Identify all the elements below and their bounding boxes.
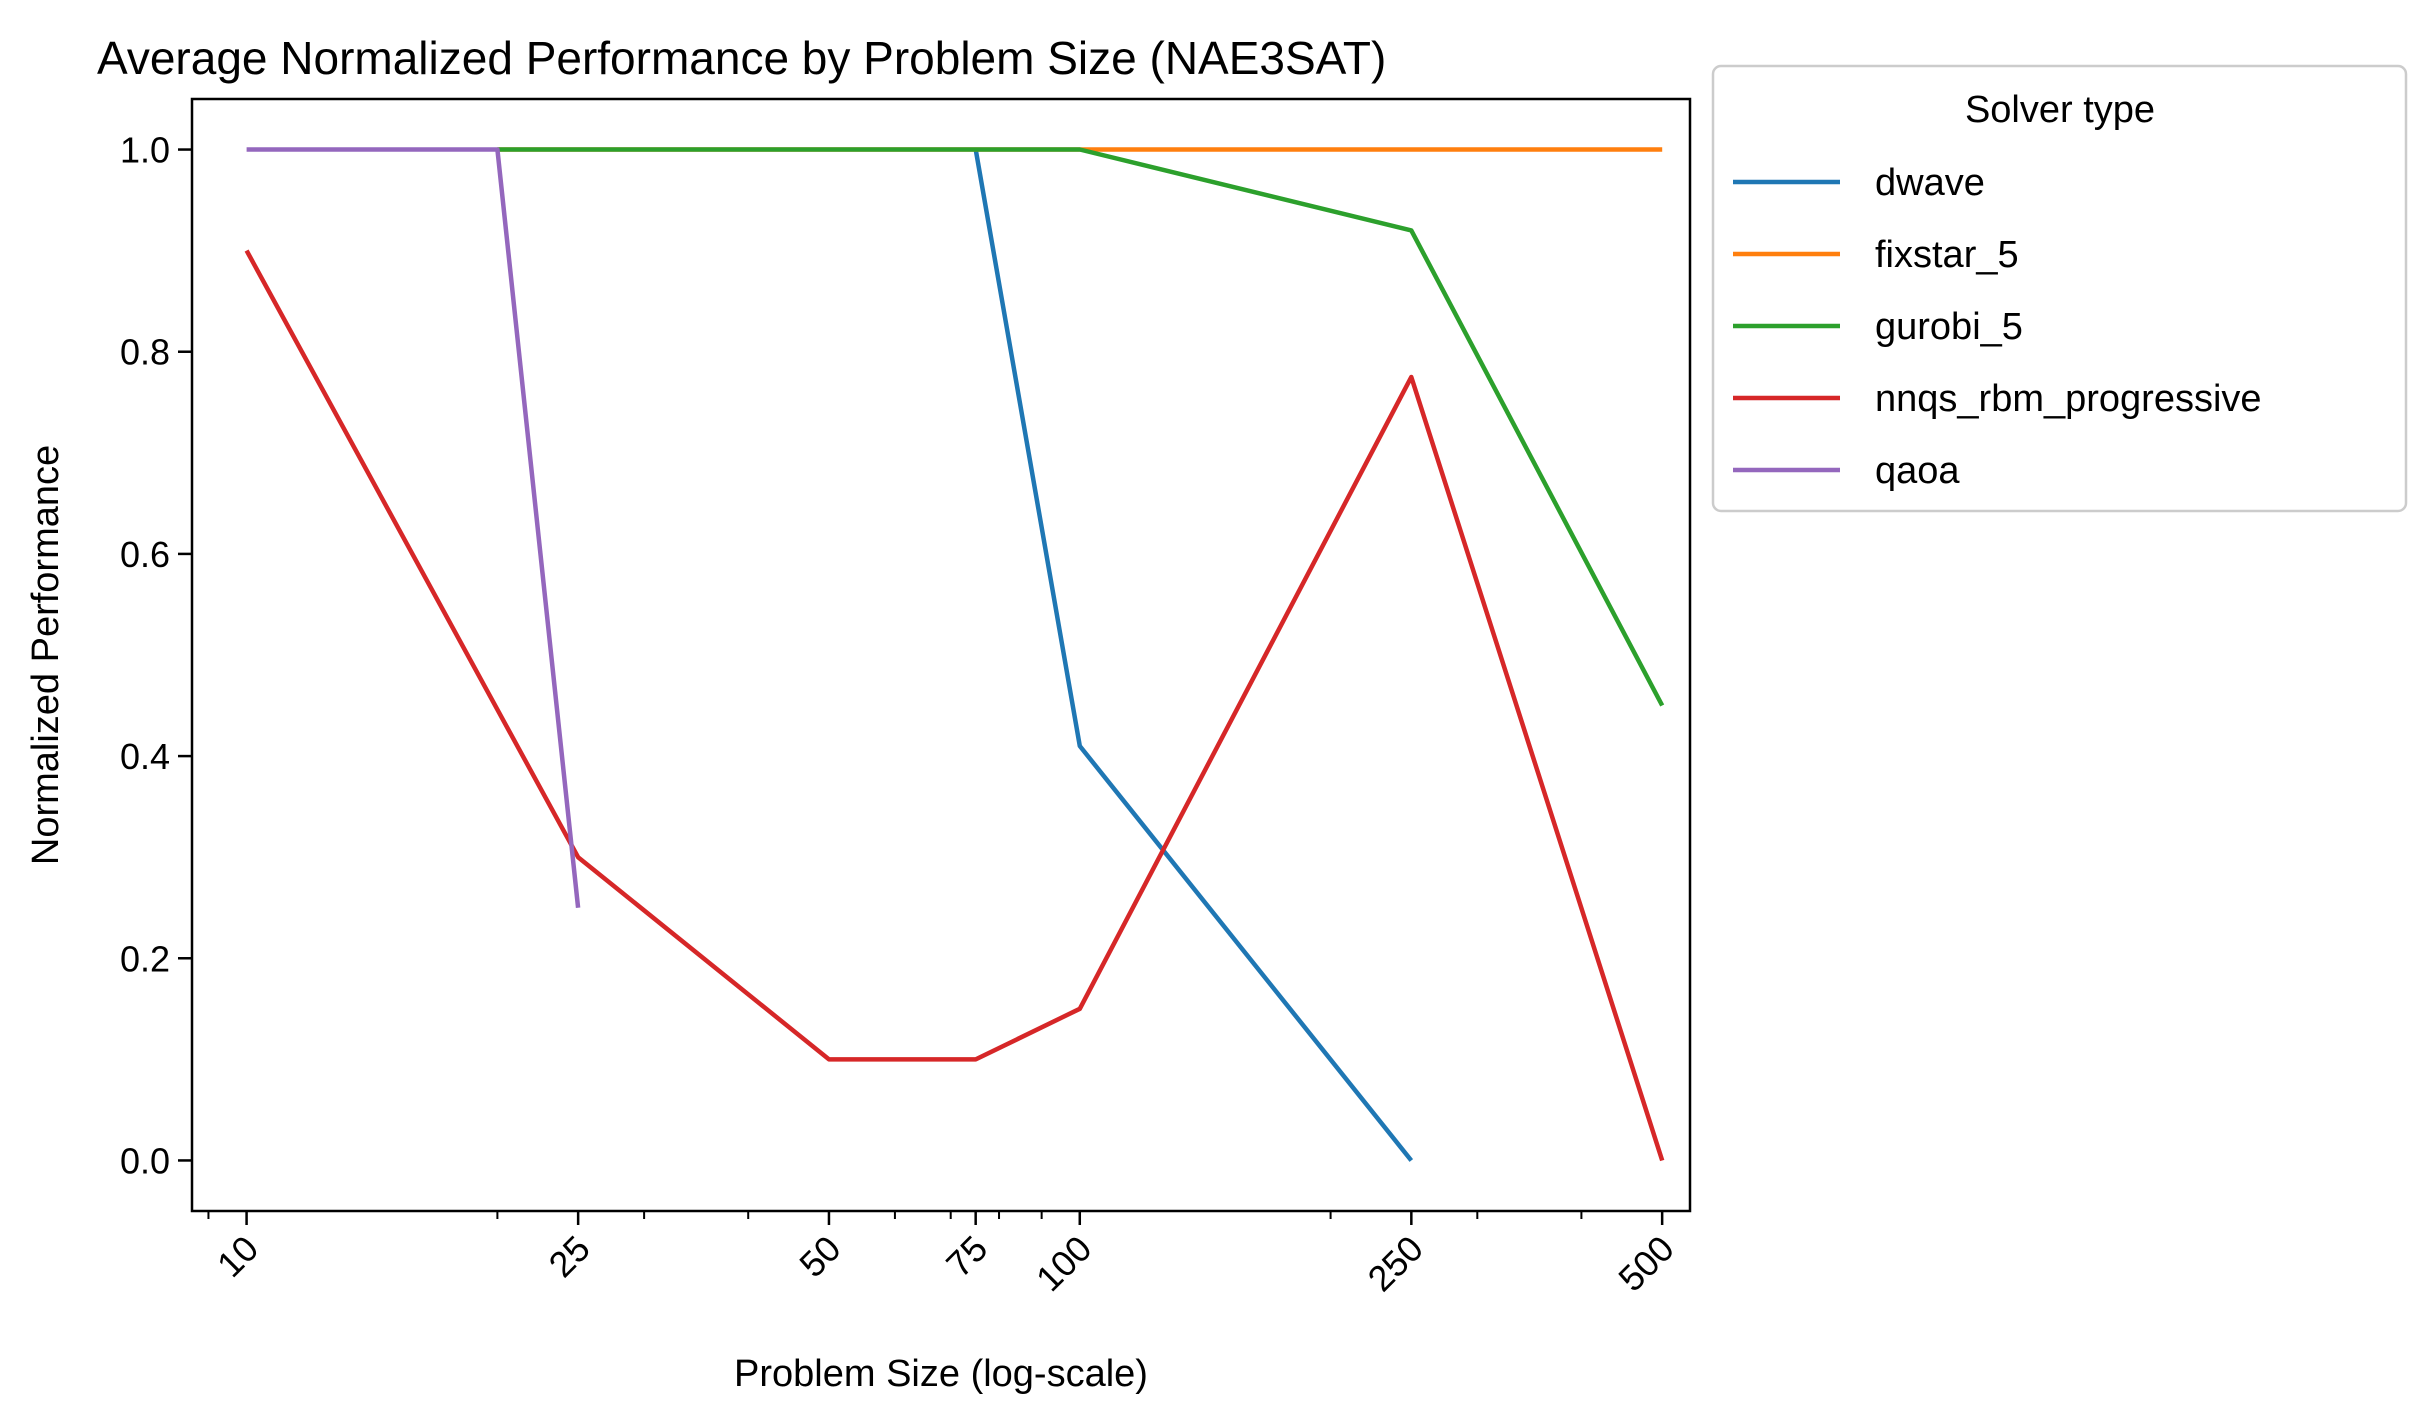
y-axis-label: Normalized Performance [25,445,67,865]
series-line-gurobi_5 [497,147,1665,707]
legend-label-gurobi_5: gurobi_5 [1875,306,2023,348]
y-tick-label: 0.4 [120,736,170,777]
plot-lines [244,147,1665,1162]
x-tick-label: 250 [1360,1228,1431,1299]
y-tick-label: 0.0 [120,1140,170,1181]
legend-label-nnqs_rbm_progressive: nnqs_rbm_progressive [1875,378,2262,420]
y-tick-label: 0.2 [120,938,170,979]
legend-label-dwave: dwave [1875,162,1985,204]
x-tick-label: 25 [540,1228,597,1285]
legend-label-fixstar_5: fixstar_5 [1875,234,2019,276]
x-tick-label: 500 [1610,1228,1681,1299]
x-tick-label: 10 [209,1228,266,1285]
y-tick-label: 1.0 [120,130,170,171]
chart-title: Average Normalized Performance by Proble… [97,32,1386,84]
series-line-qaoa [246,147,581,908]
y-tick-label: 0.6 [120,534,170,575]
plot-frame [190,97,1692,1213]
legend: Solver type dwave fixstar_5 gurobi_5 nnqs_r… [1711,64,2408,513]
x-tick-label: 75 [938,1228,995,1285]
x-axis-ticks: 10 25 50 75 100 250 500 [207,1211,1682,1299]
y-axis-ticks: 0.0 0.2 0.4 0.6 0.8 1.0 [120,130,192,1181]
x-tick-label: 100 [1028,1228,1099,1299]
legend-label-qaoa: qaoa [1875,450,1960,492]
legend-title: Solver type [1965,89,2155,131]
legend-box [1711,64,2408,513]
x-axis-label: Problem Size (log-scale) [734,1353,1148,1395]
series-line-dwave [973,149,1414,1162]
legend-items: dwave fixstar_5 gurobi_5 nnqs_rbm_progressi… [1733,162,2262,492]
x-tick-label: 50 [791,1228,848,1285]
y-tick-label: 0.8 [120,332,170,373]
series-line-nnqs_rbm_progressive [244,249,1665,1162]
